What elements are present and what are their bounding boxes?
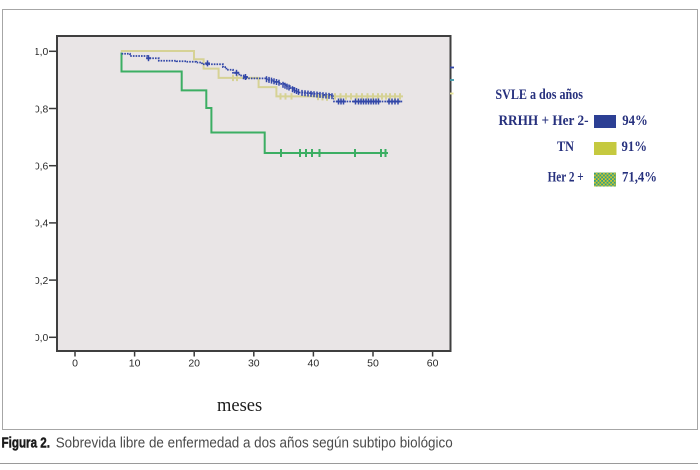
svg-text:SVLE a dos años: SVLE a dos años <box>495 87 583 103</box>
svg-text:0: 0 <box>72 358 78 370</box>
svg-text:0,8: 0,8 <box>34 104 49 115</box>
svg-text:50: 50 <box>367 358 379 370</box>
svg-text:0,4: 0,4 <box>34 219 49 230</box>
svg-text:20: 20 <box>188 358 200 370</box>
svg-text:Figura 2.: Figura 2. <box>2 436 51 452</box>
svg-text:1,0: 1,0 <box>34 47 49 58</box>
svg-text:Her 2 +: Her 2 + <box>548 170 584 186</box>
svg-text:0,2: 0,2 <box>34 276 49 287</box>
svg-text:10: 10 <box>129 358 141 370</box>
svg-text:40: 40 <box>308 358 320 370</box>
svg-text:30: 30 <box>248 358 260 370</box>
svg-text:meses: meses <box>217 396 262 416</box>
svg-text:91%: 91% <box>622 139 648 155</box>
svg-text:Sobrevida libre de enfermedad: Sobrevida libre de enfermedad a dos años… <box>56 435 453 452</box>
svg-text:71,4%: 71,4% <box>622 170 657 186</box>
svg-text:0,0: 0,0 <box>34 333 49 344</box>
svg-text:94%: 94% <box>622 113 648 129</box>
svg-text:0,6: 0,6 <box>34 162 49 173</box>
svg-text:RRHH + Her 2-: RRHH + Her 2- <box>499 113 589 129</box>
svg-text:TN: TN <box>557 139 574 155</box>
svg-text:60: 60 <box>427 358 439 370</box>
